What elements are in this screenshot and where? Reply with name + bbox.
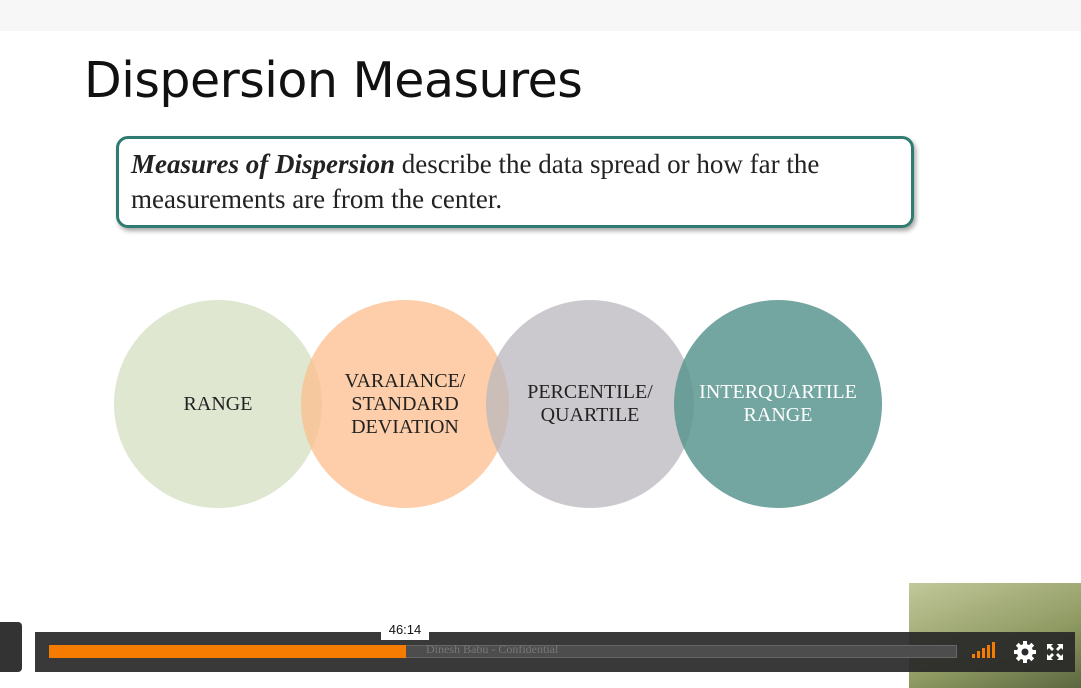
circle-label: DEVIATION [351,415,459,438]
settings-button[interactable] [1014,641,1036,663]
circle-label: RANGE [743,404,813,426]
circle-label: QUARTILE [540,404,640,426]
circle-label: STANDARD [351,392,459,415]
definition-term: Measures of Dispersion [131,149,396,179]
progress-played [49,645,406,658]
circle-label: RANGE [183,392,253,415]
player-icons [972,641,1063,663]
top-strip [0,0,1081,31]
slide-footer: Dinesh Babu - Confidential [426,642,559,656]
definition-box: Measures of Dispersion describe the data… [116,136,914,228]
concept-circle: VARAIANCE/STANDARD DEVIATION [301,300,509,508]
definition-text: describe the data spread or how far the … [131,149,820,214]
time-tooltip: 46:14 [381,620,429,640]
circle-label: PERCENTILE/ [527,381,653,403]
circle-label: VARAIANCE/ [344,369,466,392]
circle-label: INTERQUARTILE [699,381,857,403]
concept-circle: INTERQUARTILE RANGE [674,300,882,508]
side-tab [0,622,22,672]
concept-circle: RANGE [114,300,322,508]
slide-title: Dispersion Measures [84,52,583,109]
concept-circle: PERCENTILE/QUARTILE [486,300,694,508]
fullscreen-button[interactable] [1047,644,1063,660]
volume-button[interactable] [972,642,995,658]
